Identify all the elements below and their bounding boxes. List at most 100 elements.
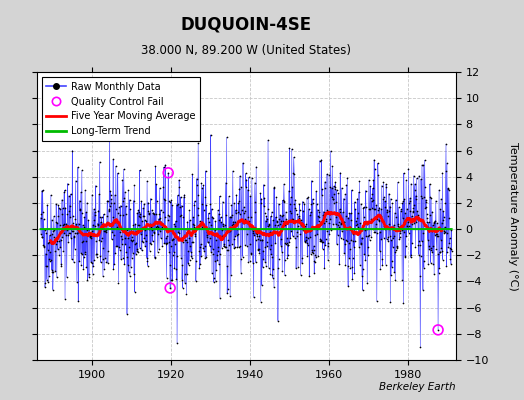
Point bbox=[235, 198, 243, 204]
Point bbox=[42, 230, 50, 236]
Point bbox=[163, 240, 171, 246]
Point bbox=[307, 251, 315, 257]
Point bbox=[390, 269, 398, 275]
Point bbox=[184, 248, 192, 254]
Point bbox=[108, 214, 117, 221]
Point bbox=[280, 181, 288, 187]
Point bbox=[418, 162, 426, 168]
Point bbox=[436, 237, 445, 243]
Point bbox=[301, 238, 310, 244]
Point bbox=[70, 234, 78, 240]
Point bbox=[144, 208, 152, 214]
Point bbox=[108, 229, 117, 235]
Point bbox=[195, 247, 203, 254]
Point bbox=[342, 182, 351, 188]
Point bbox=[74, 220, 83, 227]
Point bbox=[177, 255, 185, 261]
Point bbox=[407, 254, 415, 260]
Point bbox=[445, 235, 454, 242]
Point bbox=[266, 229, 274, 236]
Point bbox=[348, 264, 356, 270]
Point bbox=[143, 178, 151, 184]
Point bbox=[250, 232, 258, 238]
Point bbox=[56, 205, 64, 212]
Point bbox=[332, 187, 341, 194]
Point bbox=[156, 214, 165, 221]
Point bbox=[440, 228, 449, 234]
Point bbox=[389, 235, 398, 241]
Point bbox=[421, 204, 430, 210]
Point bbox=[436, 249, 444, 256]
Point bbox=[237, 184, 246, 191]
Point bbox=[116, 212, 125, 219]
Point bbox=[43, 240, 52, 246]
Point bbox=[289, 233, 297, 239]
Legend: Raw Monthly Data, Quality Control Fail, Five Year Moving Average, Long-Term Tren: Raw Monthly Data, Quality Control Fail, … bbox=[41, 77, 200, 141]
Point bbox=[212, 236, 220, 243]
Point bbox=[433, 233, 442, 240]
Point bbox=[40, 243, 48, 250]
Point bbox=[322, 207, 331, 213]
Point bbox=[165, 239, 173, 245]
Point bbox=[442, 262, 451, 269]
Point bbox=[245, 225, 254, 232]
Point bbox=[138, 238, 147, 244]
Point bbox=[47, 192, 55, 198]
Point bbox=[428, 249, 436, 256]
Point bbox=[372, 224, 380, 231]
Point bbox=[67, 225, 75, 232]
Point bbox=[51, 248, 60, 254]
Point bbox=[283, 242, 292, 248]
Point bbox=[424, 224, 432, 230]
Point bbox=[148, 232, 157, 238]
Point bbox=[399, 215, 407, 222]
Point bbox=[154, 224, 162, 230]
Point bbox=[45, 239, 53, 246]
Point bbox=[296, 230, 304, 237]
Point bbox=[212, 266, 221, 273]
Point bbox=[61, 223, 70, 229]
Point bbox=[200, 225, 209, 232]
Point bbox=[383, 206, 391, 213]
Point bbox=[345, 240, 353, 246]
Point bbox=[271, 240, 279, 246]
Point bbox=[264, 137, 272, 143]
Point bbox=[299, 224, 308, 231]
Point bbox=[196, 241, 205, 247]
Point bbox=[348, 276, 357, 283]
Point bbox=[94, 222, 102, 228]
Point bbox=[277, 242, 285, 249]
Point bbox=[380, 226, 389, 232]
Point bbox=[162, 233, 171, 240]
Point bbox=[181, 226, 190, 232]
Point bbox=[356, 262, 364, 268]
Point bbox=[365, 177, 373, 183]
Y-axis label: Temperature Anomaly (°C): Temperature Anomaly (°C) bbox=[508, 142, 518, 290]
Point bbox=[432, 230, 440, 237]
Point bbox=[439, 217, 447, 223]
Point bbox=[369, 177, 378, 183]
Point bbox=[356, 241, 365, 248]
Point bbox=[428, 208, 436, 215]
Point bbox=[84, 230, 92, 236]
Point bbox=[389, 222, 398, 228]
Point bbox=[303, 195, 311, 202]
Point bbox=[422, 199, 430, 205]
Point bbox=[200, 248, 208, 254]
Point bbox=[41, 280, 49, 286]
Point bbox=[405, 230, 413, 236]
Point bbox=[423, 215, 431, 221]
Point bbox=[236, 173, 244, 179]
Point bbox=[338, 218, 346, 224]
Point bbox=[92, 238, 100, 244]
Point bbox=[90, 216, 98, 223]
Point bbox=[72, 223, 80, 229]
Point bbox=[263, 216, 271, 222]
Point bbox=[444, 215, 453, 221]
Point bbox=[171, 223, 180, 230]
Point bbox=[226, 214, 234, 220]
Point bbox=[145, 211, 153, 218]
Point bbox=[292, 265, 300, 272]
Point bbox=[203, 232, 212, 238]
Point bbox=[427, 260, 435, 266]
